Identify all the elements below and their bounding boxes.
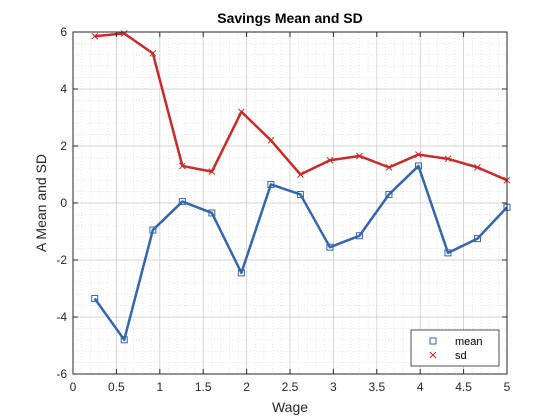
ticks-layer: 0 0.5 1 1.5 2 2.5 3 3.5 4 4.5 5 -6 -4 -2 0 2 4 6 [56, 25, 510, 394]
mean-point [120, 336, 128, 344]
sd-point [238, 108, 245, 116]
sd-point-stroke [149, 50, 157, 57]
sd-point-stroke [120, 30, 128, 37]
sd-point [120, 30, 128, 37]
y-tick-label: 0 [60, 196, 67, 210]
x-tick-label: 1.5 [195, 380, 212, 394]
sd-point [179, 162, 186, 170]
series-mean [91, 162, 511, 344]
sd-point-stroke [208, 168, 216, 176]
sd-point-stroke [179, 162, 186, 170]
series-line-mean [93, 164, 508, 342]
sd-point-stroke [474, 164, 481, 171]
sd-point [356, 152, 363, 160]
mean-point [178, 198, 186, 206]
y-tick-label: -2 [56, 253, 67, 267]
sd-point [208, 168, 216, 176]
legend-label-mean: mean [455, 336, 483, 348]
sd-point [385, 164, 393, 171]
mean-point [355, 232, 363, 240]
sd-point [444, 155, 452, 163]
chart-title: Savings Mean and SD [217, 10, 362, 26]
legend-box [410, 329, 500, 367]
sd-point-stroke [91, 32, 99, 40]
mean-point [414, 162, 422, 170]
sd-point-stroke [356, 152, 363, 160]
mean-point [237, 269, 245, 277]
sd-point [267, 136, 275, 144]
mean-point [267, 180, 275, 188]
sd-point [474, 164, 481, 171]
x-tick-label: 3 [330, 380, 337, 394]
mean-point [208, 209, 216, 217]
x-tick-label: 0.5 [108, 380, 125, 394]
y-tick-label: 6 [60, 25, 67, 39]
y-axis-label: A Mean and SD [33, 154, 49, 252]
legend-marker-sd-stroke [429, 351, 437, 359]
sd-point [297, 171, 304, 178]
mean-point [326, 243, 334, 251]
x-tick-label: 1 [156, 380, 163, 394]
legend: mean sd [410, 329, 500, 367]
x-axis-label: Wage [272, 399, 308, 415]
sd-point-stroke [267, 136, 275, 144]
sd-point [415, 151, 422, 158]
y-tick-label: -6 [56, 367, 67, 381]
y-tick-label: -4 [56, 310, 67, 324]
sd-point-stroke [444, 155, 452, 163]
sd-point-stroke [297, 171, 304, 178]
x-tick-label: 5 [504, 380, 511, 394]
series-layer [91, 30, 511, 344]
mean-point [296, 190, 304, 198]
x-tick-label: 2 [243, 380, 250, 394]
mean-point [444, 249, 452, 257]
x-tick-label: 2.5 [282, 380, 299, 394]
series-sd [91, 30, 511, 184]
x-tick-label: 4.5 [455, 380, 472, 394]
mean-point [91, 294, 99, 302]
sd-point [326, 156, 334, 164]
mean-point [473, 235, 481, 243]
legend-label-sd: sd [455, 350, 467, 362]
mean-point [149, 226, 157, 234]
sd-point-stroke [415, 151, 422, 158]
x-tick-label: 0 [70, 380, 77, 394]
legend-marker-mean [429, 337, 437, 345]
x-tick-label: 4 [417, 380, 424, 394]
sd-point-stroke [326, 156, 334, 164]
sd-point [91, 32, 99, 40]
sd-point-stroke [238, 108, 245, 116]
y-tick-label: 2 [60, 139, 67, 153]
sd-point [149, 50, 157, 57]
sd-point-stroke [385, 164, 393, 171]
x-tick-label: 3.5 [368, 380, 385, 394]
legend-marker-sd [429, 351, 437, 359]
y-tick-label: 4 [60, 82, 67, 96]
mean-point [385, 190, 393, 198]
